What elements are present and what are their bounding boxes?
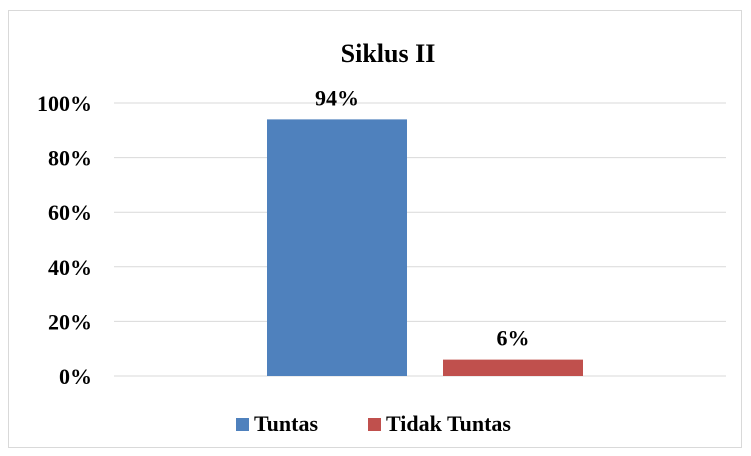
legend-swatch — [236, 418, 249, 431]
y-axis-ticks: 0% 20% 40% 60% 80% 100% — [37, 91, 92, 389]
bar — [267, 119, 407, 376]
y-tick-label: 80% — [48, 146, 92, 171]
bar — [443, 359, 583, 376]
data-label: 94% — [315, 85, 359, 110]
legend-swatch — [368, 418, 381, 431]
legend-label: Tuntas — [254, 411, 318, 436]
gridlines — [114, 102, 726, 377]
legend-label: Tidak Tuntas — [386, 411, 511, 436]
y-tick-label: 40% — [48, 255, 92, 280]
data-labels: 94% 6% — [315, 85, 530, 350]
y-tick-label: 0% — [59, 364, 92, 389]
data-label: 6% — [497, 326, 530, 351]
bars — [267, 119, 583, 376]
y-tick-label: 20% — [48, 309, 92, 334]
y-tick-label: 60% — [48, 200, 92, 225]
y-tick-label: 100% — [37, 91, 92, 116]
legend: Tuntas Tidak Tuntas — [236, 411, 511, 436]
chart-title: Siklus II — [341, 39, 436, 68]
